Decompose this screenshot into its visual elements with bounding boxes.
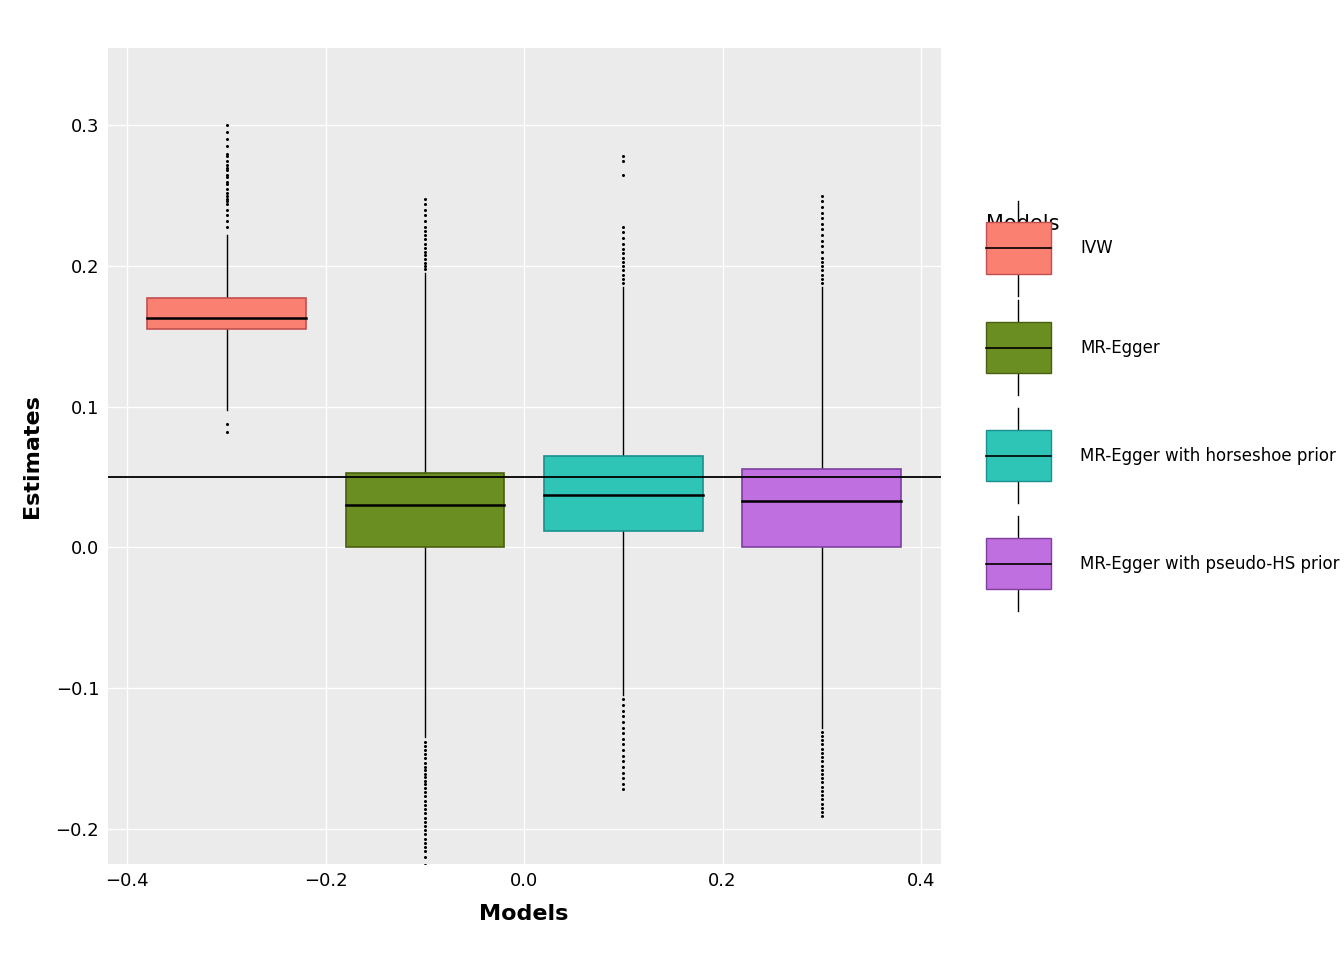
- Text: MR-Egger: MR-Egger: [1081, 339, 1160, 356]
- Bar: [742, 468, 900, 547]
- Bar: [345, 473, 504, 547]
- X-axis label: Models: Models: [480, 904, 569, 924]
- Text: MR-Egger with pseudo-HS prior: MR-Egger with pseudo-HS prior: [1081, 555, 1340, 572]
- Text: IVW: IVW: [1081, 239, 1113, 257]
- Text: Models: Models: [985, 214, 1059, 233]
- Bar: [148, 299, 306, 329]
- Bar: [544, 456, 703, 531]
- Text: MR-Egger with horseshoe prior: MR-Egger with horseshoe prior: [1081, 446, 1336, 465]
- Y-axis label: Estimates: Estimates: [22, 394, 42, 518]
